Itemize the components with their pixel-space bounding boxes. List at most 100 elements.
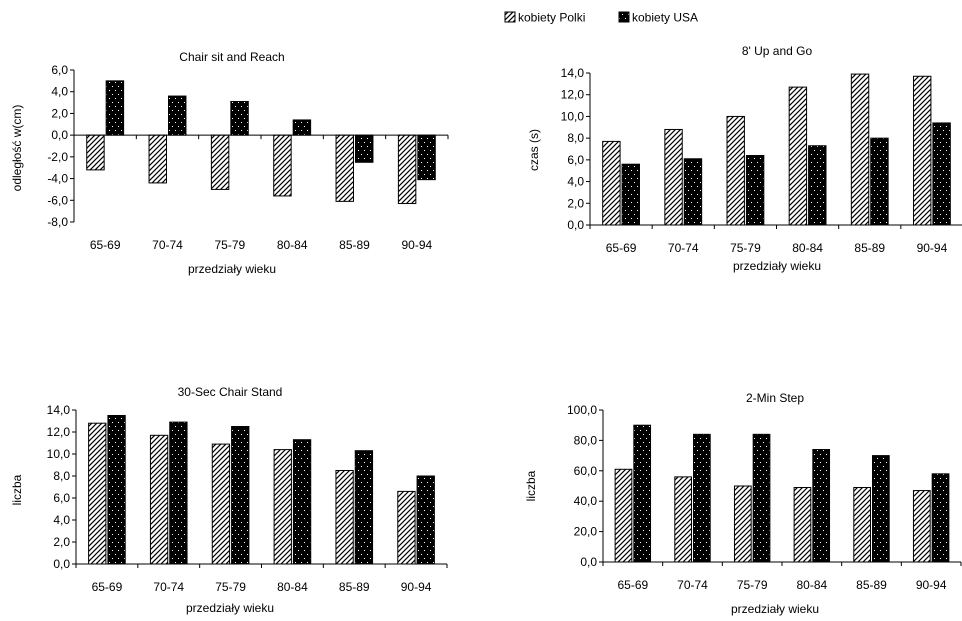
bar-kobiety-polki [614, 468, 633, 563]
x-axis-label: przedziały wieku [731, 602, 819, 616]
y-tick-label: 2,0 [51, 106, 68, 120]
bar-kobiety-polki [850, 73, 870, 226]
x-axis-label: przedziały wieku [733, 259, 821, 273]
y-tick-label: 60,0 [574, 464, 598, 478]
y-tick-label: 8,0 [53, 469, 70, 483]
chart-title: 30-Sec Chair Stand [178, 385, 283, 399]
y-tick-label: 14,0 [561, 66, 585, 80]
y-tick-label: 0,0 [51, 128, 68, 142]
bar-kobiety-polki [211, 443, 231, 565]
bar-kobiety-usa [107, 415, 126, 565]
y-tick-label: 6,0 [53, 491, 70, 505]
y-axis-label: odległość w(cm) [10, 105, 24, 192]
bar-kobiety-polki [913, 75, 932, 226]
bar-kobiety-polki [273, 134, 292, 197]
y-tick-label: 2,0 [567, 196, 584, 210]
bar-kobiety-polki [88, 422, 107, 565]
bar-kobiety-usa [752, 433, 771, 563]
y-axis-label: liczba [524, 470, 538, 501]
chart-title: 2-Min Step [746, 391, 804, 405]
y-tick-label: -8,0 [47, 215, 68, 229]
y-tick-label: 8,0 [567, 131, 584, 145]
y-tick-label: -6,0 [47, 193, 68, 207]
legend-item-usa: kobiety USA [618, 11, 698, 25]
bars [86, 80, 436, 205]
bar-kobiety-usa [745, 155, 765, 226]
x-axis-label: przedziały wieku [188, 262, 276, 276]
x-tick-label: 65-69 [617, 578, 648, 592]
y-tick-label: 0,0 [53, 557, 70, 571]
x-tick-label: 75-79 [215, 580, 246, 594]
bar-kobiety-usa [872, 455, 890, 563]
x-tick-label: 90-94 [401, 580, 432, 594]
x-tick-label: 85-89 [854, 241, 885, 255]
bar-kobiety-usa [417, 134, 436, 181]
y-axis: 0,0 2,0 4,0 6,0 8,0 10,0 12,0 14,0 [561, 66, 590, 232]
bar-kobiety-polki [273, 449, 292, 565]
y-tick-label: 14,0 [47, 403, 71, 417]
axes [75, 410, 447, 565]
bar-kobiety-polki [149, 434, 169, 565]
y-tick-label: 12,0 [561, 88, 585, 102]
bar-kobiety-usa [870, 137, 889, 226]
bars [602, 73, 951, 226]
legend-swatch-usa [618, 11, 630, 23]
y-tick-label: 2,0 [53, 535, 70, 549]
y-tick-label: 10,0 [561, 109, 585, 123]
x-tick-label: 90-94 [401, 238, 432, 252]
legend-label-usa: kobiety USA [632, 11, 698, 25]
chart-title: Chair sit and Reach [179, 50, 284, 64]
x-tick-label: 70-74 [152, 238, 183, 252]
bars [88, 415, 435, 565]
x-axis: 65-69 70-74 75-79 80-84 85-89 90-94 [589, 225, 948, 255]
bar-kobiety-polki [335, 134, 354, 202]
y-tick-label: 12,0 [47, 425, 71, 439]
x-axis: 65-69 70-74 75-79 80-84 85-89 90-94 [73, 135, 449, 252]
bar-kobiety-usa [683, 158, 703, 226]
bar-kobiety-usa [169, 421, 188, 565]
x-tick-label: 70-74 [153, 580, 184, 594]
y-tick-label: 4,0 [567, 175, 584, 189]
bar-kobiety-polki [733, 485, 752, 563]
x-tick-label: 65-69 [92, 580, 123, 594]
y-tick-label: -2,0 [47, 150, 68, 164]
x-axis: 65-69 70-74 75-79 80-84 85-89 90-94 [602, 562, 962, 592]
y-tick-label: 6,0 [567, 153, 584, 167]
bar-kobiety-polki [335, 470, 354, 565]
bar-kobiety-polki [793, 487, 812, 563]
bar-kobiety-usa [230, 100, 249, 136]
y-axis-label: liczba [10, 474, 24, 505]
y-axis: 0,0 2,0 4,0 6,0 8,0 10,0 12,0 14,0 [47, 403, 76, 571]
y-axis-label: czas (s) [527, 129, 541, 171]
x-tick-label: 90-94 [916, 578, 947, 592]
x-tick-label: 85-89 [856, 578, 887, 592]
y-tick-label: 4,0 [51, 85, 68, 99]
y-tick-label: 40,0 [574, 494, 598, 508]
axes [589, 73, 962, 226]
bar-kobiety-usa [292, 439, 312, 565]
x-tick-label: 70-74 [668, 241, 699, 255]
bar-kobiety-usa [292, 119, 312, 136]
bar-kobiety-usa [812, 449, 831, 563]
bar-kobiety-polki [602, 140, 621, 226]
bars [614, 424, 950, 563]
x-tick-label: 80-84 [792, 241, 823, 255]
axes [73, 70, 448, 222]
x-tick-label: 65-69 [90, 238, 121, 252]
bar-kobiety-usa [633, 424, 652, 563]
y-tick-label: 0,0 [580, 555, 597, 569]
bar-kobiety-usa [808, 145, 827, 226]
y-tick-label: -4,0 [47, 172, 68, 186]
chart-8-up-and-go: 8' Up and Go czas (s) przedziały wieku 0… [527, 44, 962, 273]
x-tick-label: 85-89 [339, 580, 370, 594]
bar-kobiety-usa [416, 475, 435, 565]
bar-kobiety-polki [86, 134, 105, 171]
bar-kobiety-usa [168, 95, 187, 136]
bar-kobiety-polki [726, 115, 745, 226]
bar-kobiety-polki [853, 487, 872, 563]
bar-kobiety-polki [397, 134, 417, 205]
chart-30-sec-chair-stand: 30-Sec Chair Stand liczba przedziały wie… [10, 385, 448, 615]
chart-chair-sit-and-reach: Chair sit and Reach odległość w(cm) prze… [10, 50, 449, 276]
bar-kobiety-polki [912, 490, 931, 563]
